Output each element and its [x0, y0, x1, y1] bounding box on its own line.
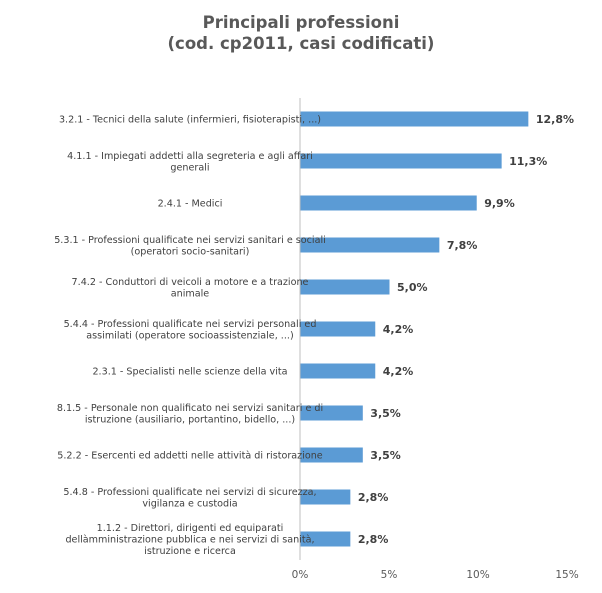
category-label: 1.1.2 - Direttori, dirigenti ed equipara… [65, 523, 314, 557]
category-label: 5.2.2 - Esercenti ed addetti nelle attiv… [57, 450, 323, 462]
category-label-line: dellàmministrazione pubblica e nei servi… [65, 534, 314, 546]
category-label-line: (operatori socio-sanitari) [131, 246, 250, 257]
category-label: 2.4.1 - Medici [158, 199, 223, 210]
category-label-line: 3.2.1 - Tecnici della salute (infermieri… [59, 115, 321, 126]
category-label-line: istruzione (ausiliario, portantino, bide… [85, 414, 295, 425]
data-label: 2,8% [358, 491, 389, 504]
category-label-line: 5.4.4 - Professioni qualificate nei serv… [64, 319, 317, 330]
category-label: 3.2.1 - Tecnici della salute (infermieri… [59, 115, 321, 126]
data-label: 2,8% [358, 533, 389, 546]
data-label: 12,8% [536, 113, 574, 126]
category-label-line: assimilati (operatore socioassistenziale… [86, 330, 293, 341]
bar [300, 279, 390, 295]
bar [300, 237, 440, 253]
chart-title-line-1: Principali professioni [202, 13, 400, 32]
data-label: 7,8% [447, 239, 478, 252]
bar [300, 489, 351, 505]
bar [300, 447, 363, 463]
category-label-line: 4.1.1 - Impiegati addetti alla segreteri… [67, 151, 313, 162]
category-label-line: 2.4.1 - Medici [158, 199, 223, 210]
category-label-line: 5.4.8 - Professioni qualificate nei serv… [63, 487, 316, 498]
category-label-line: 7.4.2 - Conduttori di veicoli a motore e… [72, 277, 309, 288]
bar [300, 111, 529, 127]
category-label-line: 5.2.2 - Esercenti ed addetti nelle attiv… [57, 450, 323, 462]
bar [300, 531, 351, 547]
category-label-line: animale [171, 288, 210, 299]
category-label-line: 2.3.1 - Specialisti nelle scienze della … [92, 367, 287, 378]
bar [300, 153, 502, 169]
category-label: 2.3.1 - Specialisti nelle scienze della … [92, 367, 287, 378]
category-label: 7.4.2 - Conduttori di veicoli a motore e… [72, 277, 309, 300]
data-label: 4,2% [383, 365, 414, 378]
chart-title: Principali professioni (cod. cp2011, cas… [0, 12, 602, 54]
x-tick-label: 0% [292, 569, 309, 581]
category-label-line: 8.1.5 - Personale non qualificato nei se… [57, 403, 323, 414]
x-tick-label: 15% [555, 569, 578, 581]
category-label-line: istruzione e ricerca [144, 546, 236, 557]
bar [300, 405, 363, 421]
category-label-line: vigilanza e custodia [142, 498, 237, 509]
data-label: 11,3% [509, 155, 547, 168]
category-label: 5.4.8 - Professioni qualificate nei serv… [63, 487, 316, 510]
category-label-line: generali [170, 162, 209, 173]
x-tick-label: 5% [381, 569, 398, 581]
chart-title-line-2: (cod. cp2011, casi codificati) [167, 34, 435, 53]
category-label-line: 1.1.2 - Direttori, dirigenti ed equipara… [97, 523, 284, 534]
bar [300, 363, 376, 379]
x-tick-label: 10% [466, 569, 489, 581]
bar [300, 195, 477, 211]
data-label: 5,0% [397, 281, 428, 294]
category-label: 8.1.5 - Personale non qualificato nei se… [57, 403, 323, 426]
category-label: 5.3.1 - Professioni qualificate nei serv… [54, 235, 326, 258]
category-label: 4.1.1 - Impiegati addetti alla segreteri… [67, 151, 313, 174]
data-label: 4,2% [383, 323, 414, 336]
category-label-line: 5.3.1 - Professioni qualificate nei serv… [54, 235, 326, 246]
category-label: 5.4.4 - Professioni qualificate nei serv… [64, 319, 317, 342]
data-label: 3,5% [370, 407, 401, 420]
data-label: 9,9% [484, 197, 515, 210]
data-label: 3,5% [370, 449, 401, 462]
bar [300, 321, 376, 337]
